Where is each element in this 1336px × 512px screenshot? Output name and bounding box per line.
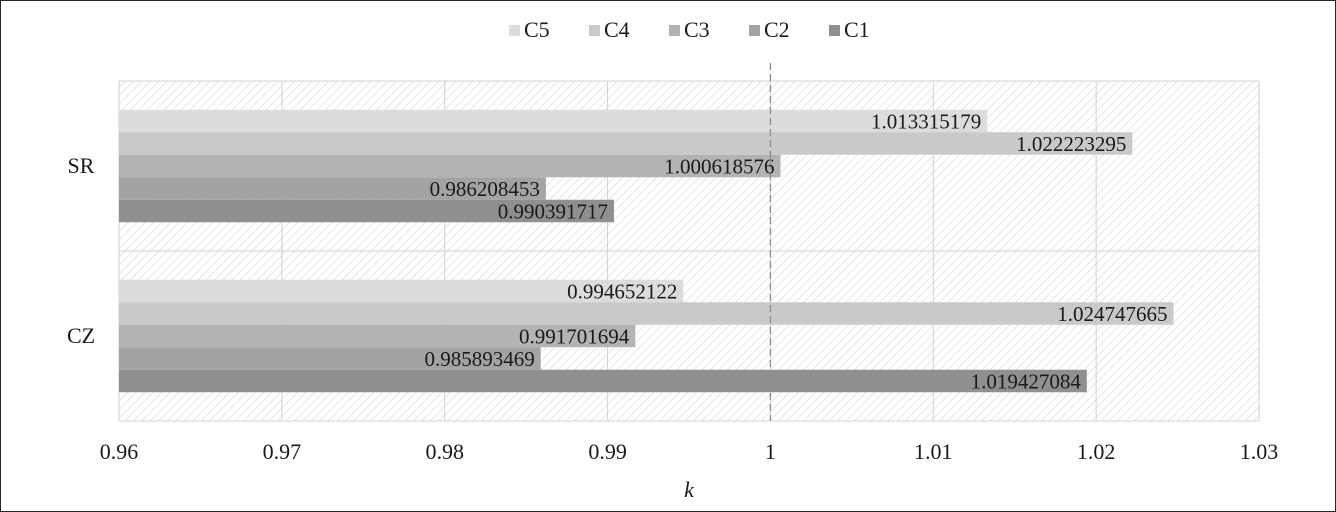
- legend-label-c5: C5: [524, 17, 550, 42]
- x-tick-label: 1: [765, 439, 776, 464]
- x-axis-tick-labels: 0.96 0.97 0.98 0.99 1 1.01 1.02 1.03: [100, 439, 1279, 464]
- bar-c2-cz: [119, 347, 541, 370]
- x-tick-label: 0.97: [263, 439, 302, 464]
- data-label-c2-cz: 0.985893469: [424, 347, 534, 371]
- bar-c1-cz: [119, 369, 1087, 393]
- legend-label-c2: C2: [764, 17, 790, 42]
- bars-group: [119, 109, 1174, 393]
- bar-c5-cz: [119, 279, 684, 303]
- legend-swatch-c4: [589, 25, 600, 36]
- legend-item-c1: C1: [829, 17, 870, 42]
- x-tick-label: 0.96: [100, 439, 139, 464]
- data-label-c1-cz: 1.019427084: [971, 370, 1082, 394]
- legend-item-c2: C2: [749, 17, 790, 42]
- legend: C5 C4 C3 C2 C1: [509, 17, 870, 42]
- data-label-c3-cz: 0.991701694: [519, 325, 630, 349]
- data-label-c3-sr: 1.000618576: [664, 155, 774, 179]
- legend-swatch-c5: [509, 25, 520, 36]
- legend-item-c4: C4: [589, 17, 630, 42]
- data-label-c1-sr: 0.990391717: [498, 200, 608, 224]
- bar-c2-sr: [119, 177, 546, 200]
- bar-c3-cz: [119, 324, 636, 348]
- data-label-c5-cz: 0.994652122: [567, 280, 677, 304]
- legend-swatch-c2: [749, 25, 760, 36]
- legend-swatch-c1: [829, 25, 840, 36]
- category-label-sr: SR: [68, 153, 95, 178]
- x-tick-label: 1.01: [914, 439, 953, 464]
- legend-label-c1: C1: [844, 17, 870, 42]
- data-labels-group: 1.013315179 1.022223295 1.000618576 0.98620…: [424, 110, 1167, 394]
- category-label-cz: CZ: [67, 323, 95, 348]
- legend-label-c3: C3: [684, 17, 710, 42]
- x-tick-label: 0.98: [425, 439, 464, 464]
- data-label-c2-sr: 0.986208453: [430, 177, 540, 201]
- data-label-c4-cz: 1.024747665: [1057, 302, 1167, 326]
- data-label-c5-sr: 1.013315179: [871, 110, 981, 134]
- legend-item-c3: C3: [669, 17, 710, 42]
- legend-swatch-c3: [669, 25, 680, 36]
- legend-item-c5: C5: [509, 17, 550, 42]
- x-tick-label: 1.03: [1240, 439, 1279, 464]
- bar-c5-sr: [119, 109, 988, 133]
- data-label-c4-sr: 1.022223295: [1016, 132, 1126, 156]
- bar-c3-sr: [119, 154, 781, 178]
- x-tick-label: 0.99: [588, 439, 627, 464]
- bar-c4-cz: [119, 302, 1174, 325]
- legend-label-c4: C4: [604, 17, 630, 42]
- bar-c1-sr: [119, 199, 614, 223]
- x-tick-label: 1.02: [1077, 439, 1116, 464]
- category-labels-group: SR CZ: [67, 153, 95, 348]
- x-axis-title: k: [684, 477, 695, 502]
- bar-c4-sr: [119, 132, 1133, 155]
